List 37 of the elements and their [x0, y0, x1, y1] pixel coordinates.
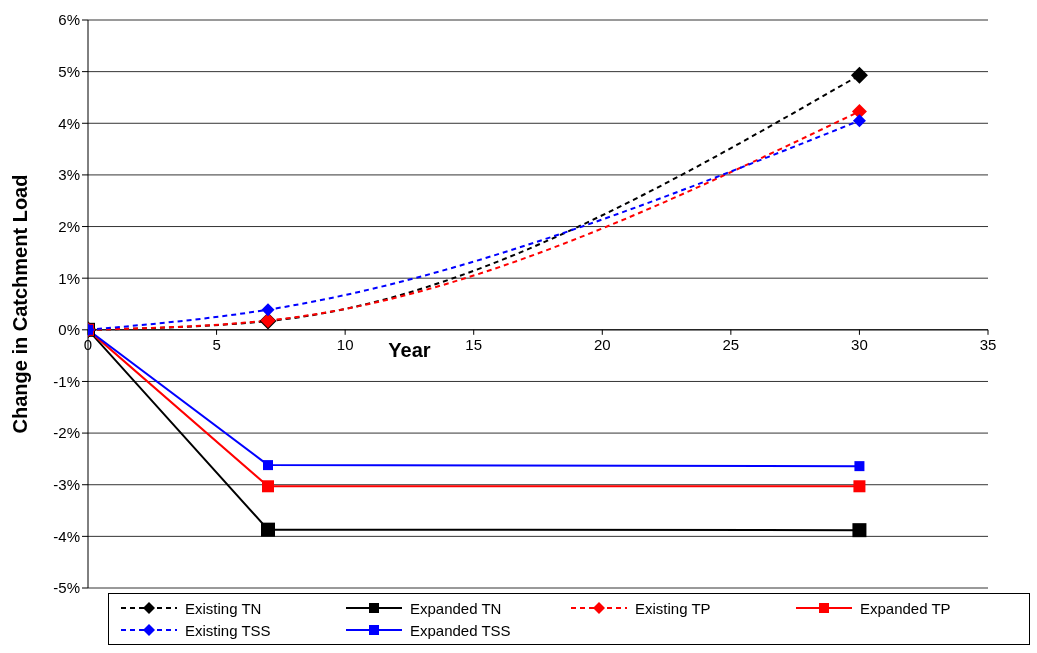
point	[853, 480, 866, 493]
y-tick-label: -4%	[53, 527, 80, 545]
x-tick-label: 0	[83, 335, 93, 353]
y-tick-label: 4%	[58, 114, 80, 132]
x-axis-title: Year	[388, 338, 431, 361]
y-tick-label: 5%	[58, 62, 80, 80]
y-tick-label: -2%	[53, 424, 80, 442]
x-tick-label: 10	[336, 335, 354, 353]
point	[850, 66, 868, 84]
x-tick-label: 20	[593, 335, 611, 353]
y-tick-label: -1%	[53, 372, 80, 390]
legend-label: Expanded TSS	[410, 621, 511, 639]
x-tick-label: 15	[465, 335, 483, 353]
x-tick-label: 25	[722, 335, 740, 353]
y-tick-label: 0%	[58, 321, 80, 339]
x-tick-label: 35	[979, 335, 997, 353]
y-tick-label: 1%	[58, 269, 80, 287]
legend-label: Existing TP	[635, 599, 711, 617]
x-tick-label: 30	[851, 335, 868, 353]
point	[263, 460, 273, 471]
point	[854, 461, 865, 472]
legend-label: Existing TSS	[185, 621, 271, 639]
y-tick-label: 3%	[58, 166, 80, 184]
legend-label: Expanded TN	[410, 599, 502, 617]
x-tick-label: 5	[212, 335, 221, 353]
point	[262, 480, 274, 493]
point	[261, 522, 275, 537]
y-tick-label: -3%	[53, 476, 80, 494]
y-tick-label: 6%	[58, 11, 80, 29]
y-axis-title: Change in Catchment Load	[9, 174, 32, 434]
y-tick-label: 2%	[58, 217, 80, 235]
point	[261, 303, 275, 317]
legend-label: Expanded TP	[860, 599, 951, 617]
y-tick-label: -5%	[53, 579, 80, 597]
point	[852, 114, 866, 128]
legend-label: Existing TN	[185, 599, 262, 617]
point	[852, 523, 867, 538]
